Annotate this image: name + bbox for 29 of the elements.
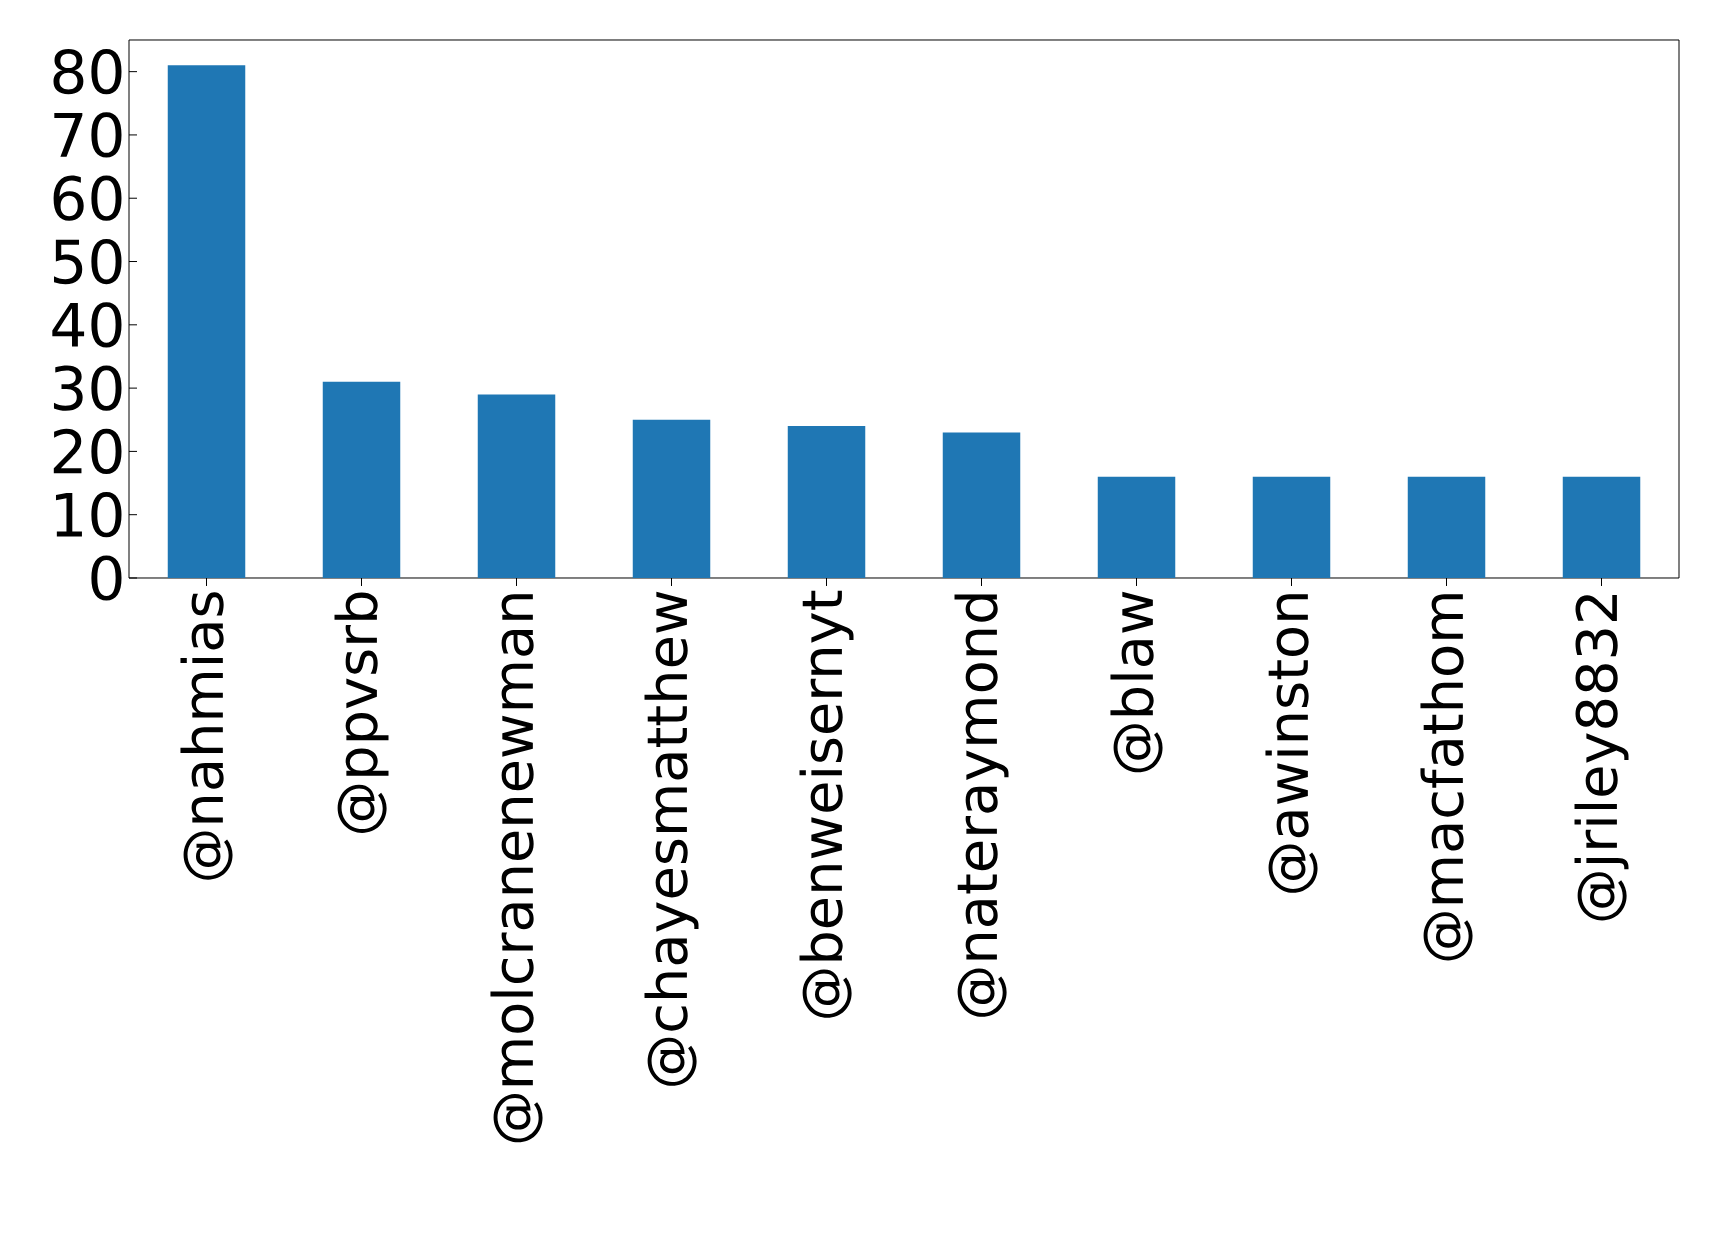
y-tick-label: 10	[55, 492, 122, 538]
bar	[632, 419, 711, 578]
x-tick-label: @nateraymond	[954, 594, 1009, 1017]
bar	[477, 394, 556, 578]
bar	[787, 426, 866, 578]
x-tick-label: @chayesmatthew	[644, 591, 699, 1086]
y-tick-label: 50	[54, 238, 122, 285]
y-tick-label: 0	[91, 555, 122, 601]
x-tick-label: @jriley8832	[1574, 595, 1629, 921]
x-tick-label: @molcranenewman	[490, 594, 543, 1143]
x-tick-label: @benweisernyt	[799, 590, 854, 1018]
x-tick-label: @blaw	[1110, 591, 1163, 773]
y-tick-label: 40	[52, 302, 122, 348]
bar	[1097, 476, 1176, 578]
bar	[167, 65, 246, 578]
bar	[322, 381, 401, 578]
x-tick-label: @nahmias	[180, 592, 233, 880]
bar	[1252, 476, 1331, 578]
y-tick-label: 80	[53, 49, 122, 95]
y-tick-label: 30	[53, 365, 122, 411]
y-tick-label: 70	[54, 112, 122, 158]
bar	[1562, 476, 1641, 578]
bar	[942, 432, 1021, 578]
bar	[1407, 476, 1486, 578]
x-tick-label: @macfathom	[1420, 594, 1473, 961]
y-tick-label: 20	[53, 428, 122, 475]
x-tick-label: @awinston	[1265, 594, 1318, 893]
x-tick-label: @ppvsrb	[334, 592, 389, 833]
y-tick-label: 60	[53, 175, 122, 221]
